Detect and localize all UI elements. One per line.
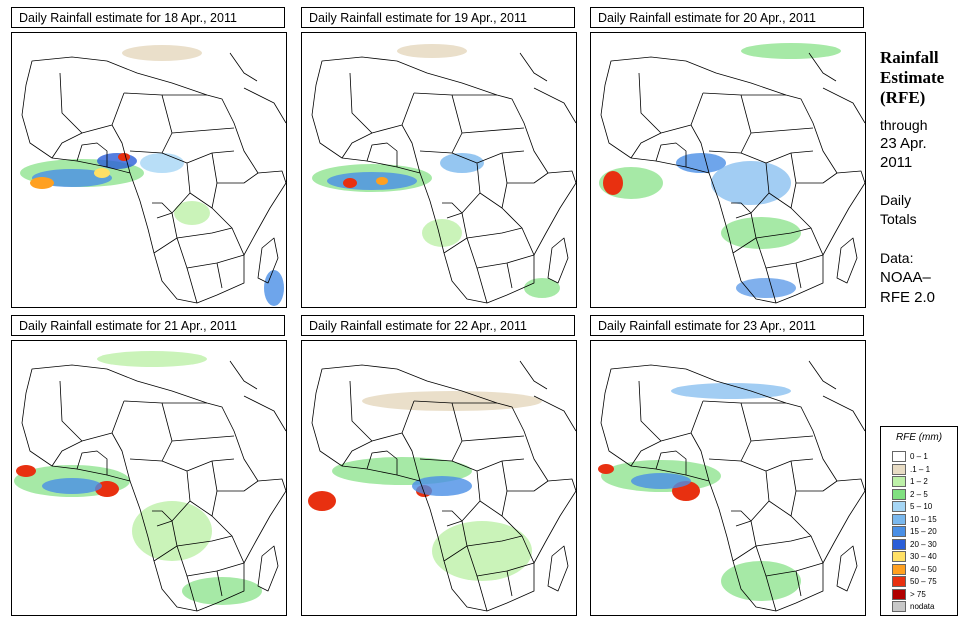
period-line-1: Daily [880,192,912,208]
through-label: through [880,117,928,133]
rainfall-map [301,340,577,616]
legend-swatch [892,463,906,475]
legend-label: 1 – 2 [910,477,928,486]
legend-swatch [892,526,906,537]
panel-title: Daily Rainfall estimate for 20 Apr., 201… [590,7,864,28]
legend-swatch [892,563,906,575]
legend-label: .1 – 1 [910,464,931,474]
legend-swatch [892,588,906,600]
map-panel-4: Daily Rainfall estimate for 21 Apr., 201… [11,315,287,616]
panel-title: Daily Rainfall estimate for 19 Apr., 201… [301,7,575,28]
legend-label: 2 – 5 [910,489,928,499]
through-date-line-1: 23 Apr. [880,135,927,152]
data-label: Data: [880,250,914,266]
panel-title: Daily Rainfall estimate for 21 Apr., 201… [11,315,285,336]
legend-label: 30 – 40 [910,552,937,561]
map-panel-1: Daily Rainfall estimate for 18 Apr., 201… [11,7,287,308]
legend-label: 10 – 15 [910,514,937,524]
map-panel-5: Daily Rainfall estimate for 22 Apr., 201… [301,315,577,616]
legend-label: 40 – 50 [910,564,937,574]
map-panel-6: Daily Rainfall estimate for 23 Apr., 201… [590,315,866,616]
legend-label: > 75 [910,589,926,599]
data-source-line-2: RFE 2.0 [880,289,936,306]
panel-title: Daily Rainfall estimate for 22 Apr., 201… [301,315,575,336]
rainfall-map [11,32,287,308]
panel-title: Daily Rainfall estimate for 23 Apr., 201… [590,315,864,336]
chart-title: Rainfall Estimate (RFE) [880,48,966,108]
legend-swatch [892,576,906,587]
legend: RFE (mm) 0 – 1 .1 – 1 1 – 2 2 – 5 5 – 10 10 –… [880,426,958,616]
through-date-line-2: 2011 [880,154,913,171]
legend-swatch [892,488,906,500]
rainfall-map [590,340,866,616]
rainfall-map [301,32,577,308]
title-line-2: Estimate [880,68,945,87]
legend-label: 15 – 20 [910,527,937,536]
period-line-2: Totals [880,211,917,227]
rainfall-map [11,340,287,616]
legend-swatch [892,501,906,512]
legend-label: nodata [910,602,935,611]
legend-swatch [892,601,906,612]
legend-swatch [892,538,906,550]
panel-title: Daily Rainfall estimate for 18 Apr., 201… [11,7,285,28]
legend-label: 0 – 1 [910,452,928,461]
legend-title: RFE (mm) [895,432,943,443]
rainfall-map [590,32,866,308]
legend-swatch [892,476,906,487]
legend-swatch [892,551,906,562]
title-line-3: (RFE) [880,88,926,107]
title-line-1: Rainfall [880,48,939,67]
legend-label: 20 – 30 [910,539,937,549]
legend-label: 50 – 75 [910,577,937,586]
map-panel-2: Daily Rainfall estimate for 19 Apr., 201… [301,7,577,308]
legend-swatch [892,513,906,525]
map-panel-3: Daily Rainfall estimate for 20 Apr., 201… [590,7,866,308]
data-source-line-1: NOAA– [880,269,931,286]
legend-swatch [892,451,906,462]
legend-label: 5 – 10 [910,502,933,511]
